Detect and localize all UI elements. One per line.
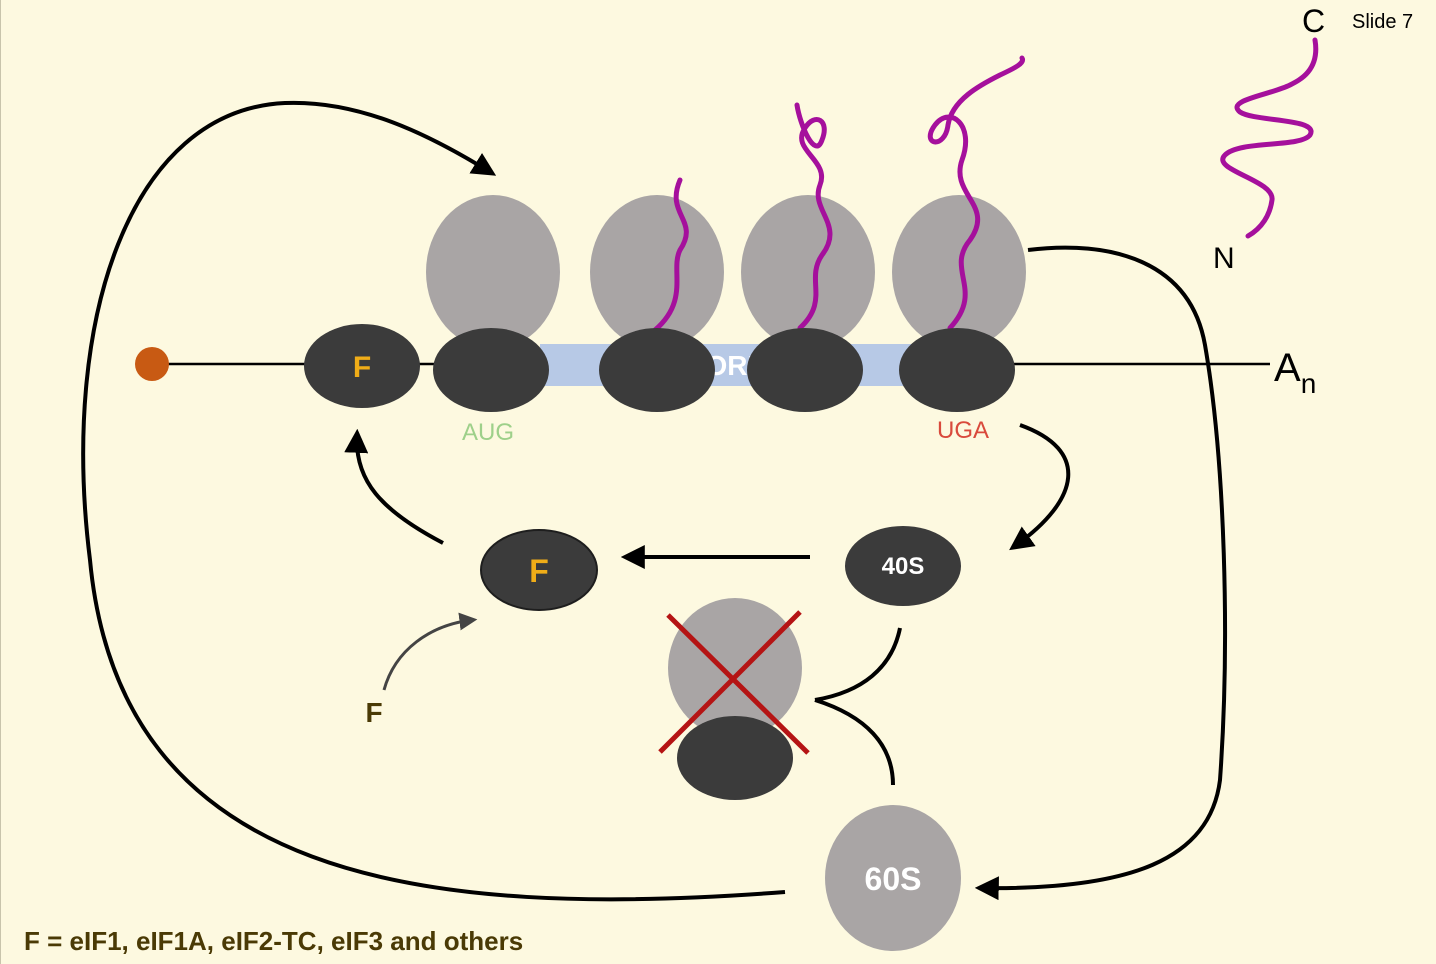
60s-label: 60S [865, 861, 922, 897]
factor-to-mrna-arrow [344, 428, 444, 545]
five-prime-cap [135, 347, 169, 381]
stop-codon-label: UGA [937, 417, 989, 444]
nascent-peptide-3 [927, 55, 1025, 331]
factor-on-mrna-label: F [353, 351, 371, 384]
free-40s-subunit [845, 526, 961, 606]
n-terminus-label: N [1213, 242, 1235, 275]
released-protein [1220, 37, 1319, 239]
cross-mark-b [658, 610, 802, 754]
small-subunit-2 [599, 328, 715, 412]
slide-number: Slide 7 [1352, 11, 1413, 33]
blocked-80s-small [677, 716, 793, 800]
free-factor-complex [480, 529, 598, 611]
small-subunit-4 [899, 328, 1015, 412]
poly-a-label: An [1274, 346, 1316, 399]
nascent-peptide-1 [652, 177, 689, 333]
free-60s-subunit [825, 805, 961, 951]
nascent-peptide-2 [794, 102, 833, 331]
60s-join-bracket [814, 698, 895, 786]
small-subunit-3 [747, 328, 863, 412]
uga-to-40s-arrow [1009, 423, 1071, 551]
large-subunit-4 [892, 195, 1026, 349]
large-subunit-1 [426, 195, 560, 349]
small-subunit-1 [433, 328, 549, 412]
termination-to-60s-arrow [974, 245, 1227, 901]
cross-mark-a [666, 613, 810, 755]
large-subunit-3 [741, 195, 875, 349]
incoming-factor-label: F [365, 697, 382, 728]
blocked-80s-large [668, 598, 802, 738]
start-codon-label: AUG [462, 419, 514, 446]
free-factor-label: F [529, 553, 549, 589]
free-factor-binding-arrow [382, 612, 478, 691]
recycle-arrow-60s-to-initiation [81, 100, 786, 902]
c-terminus-label: C [1302, 3, 1325, 39]
40s-label: 40S [882, 553, 925, 580]
factor-legend: F = eIF1, eIF1A, eIF2-TC, eIF3 and other… [24, 926, 523, 956]
large-subunit-2 [590, 195, 724, 349]
40s-join-bracket [814, 627, 902, 702]
factor-on-mrna [304, 324, 420, 408]
